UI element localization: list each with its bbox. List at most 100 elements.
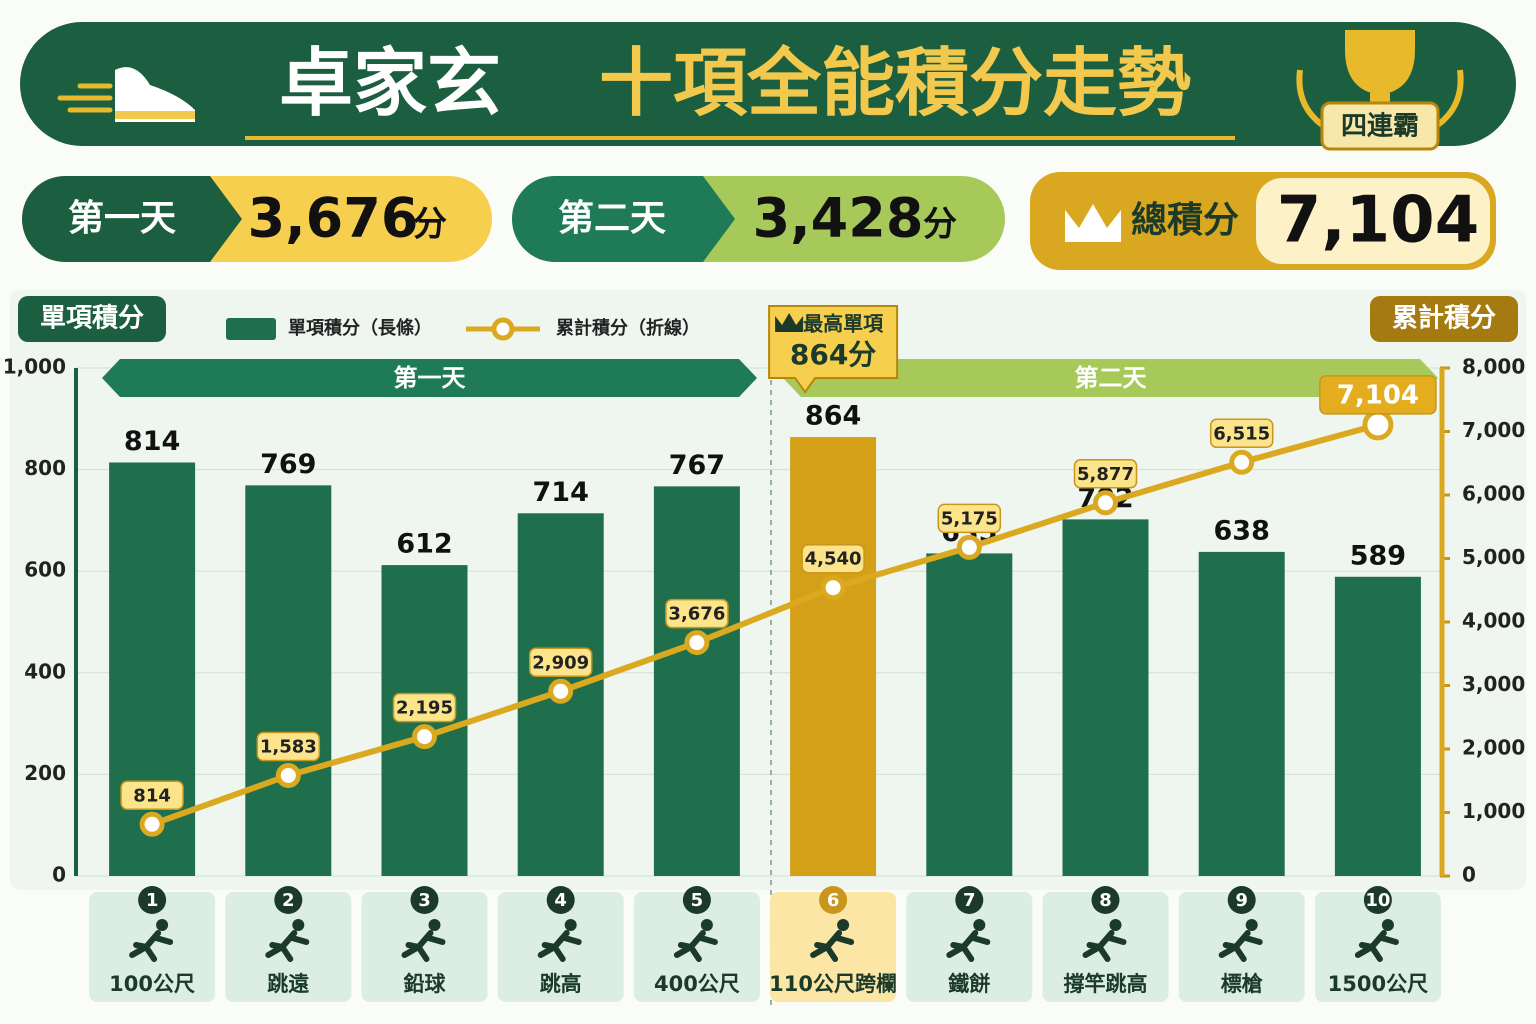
- bar-value-label: 612: [396, 529, 452, 560]
- athlete-head: [973, 919, 986, 931]
- y2-tick-label: 3,000: [1462, 672, 1525, 696]
- line-value-label: 3,676: [668, 604, 725, 625]
- header-bar: [20, 22, 1516, 146]
- x-tick-label: 跳高: [540, 972, 582, 996]
- y2-tick-label: 2,000: [1462, 736, 1525, 760]
- x-tick-label: 撐竿跳高: [1064, 972, 1148, 996]
- x-tick-label: 400公尺: [654, 972, 740, 996]
- header-name: 卓家玄: [279, 41, 501, 127]
- event-number-badge: [138, 886, 167, 914]
- event-number: 1: [146, 890, 159, 911]
- legend-swatch: [226, 318, 276, 340]
- athlete-icon: [946, 919, 991, 962]
- summary-day1: [22, 176, 492, 262]
- athlete-head: [292, 919, 305, 931]
- annotation-title: 最高單項: [803, 312, 884, 336]
- y-tick-label: 400: [24, 659, 66, 683]
- athlete-head: [1109, 919, 1122, 931]
- line-point: [820, 575, 846, 601]
- bar-value-label: 589: [1350, 540, 1406, 571]
- athlete-icon: [537, 919, 582, 962]
- line-label-box: [120, 780, 184, 811]
- line-label-box: [1319, 375, 1437, 415]
- summary-value: 3,676: [248, 187, 419, 250]
- athlete-body: [265, 930, 310, 962]
- event-number-badge: [955, 886, 984, 914]
- athlete-body: [129, 930, 174, 962]
- y-tick-label: 200: [24, 761, 66, 785]
- trophy-icon: [1296, 30, 1464, 151]
- athlete-head: [156, 919, 169, 931]
- event-number: 9: [1235, 890, 1248, 911]
- day-band: [783, 359, 1438, 397]
- bar-value-label: 769: [260, 449, 316, 480]
- day-band-label: 第二天: [1075, 364, 1147, 392]
- athlete-icon: [265, 919, 310, 962]
- cumulative-line: [151, 422, 1379, 828]
- athlete-icon: [810, 919, 855, 962]
- line-value-label: 6,515: [1213, 423, 1270, 444]
- line-point: [275, 762, 301, 788]
- line-value-label: 5,175: [941, 508, 998, 529]
- event-tile: [906, 892, 1033, 1002]
- event-tile: [497, 892, 624, 1002]
- bar: [653, 486, 740, 876]
- y2-tick-label: 1,000: [1462, 799, 1525, 823]
- athlete-body: [1354, 930, 1399, 962]
- event-number-badge: [274, 886, 303, 914]
- y2-tick-label: 7,000: [1462, 418, 1525, 442]
- line-point: [412, 724, 437, 750]
- event-number-badge: [1227, 886, 1256, 914]
- athlete-body: [537, 930, 582, 962]
- summary-unit: 分: [923, 205, 957, 245]
- line-point: [956, 534, 982, 560]
- line-point: [1362, 409, 1394, 441]
- day-band: [102, 359, 757, 397]
- athlete-head: [428, 919, 441, 931]
- y-tick-label: 600: [24, 558, 66, 582]
- event-number: 4: [554, 890, 567, 911]
- line-label-box: [256, 731, 321, 762]
- event-number: 2: [282, 890, 295, 911]
- crown-icon: [775, 313, 804, 332]
- x-tick-label: 鉛球: [404, 972, 447, 996]
- athlete-body: [1082, 930, 1127, 962]
- line-value-label: 4,540: [805, 549, 862, 570]
- athlete-icon: [129, 919, 174, 962]
- event-number: 5: [691, 890, 704, 911]
- bar: [1062, 519, 1149, 876]
- line-point: [548, 678, 574, 704]
- line-point: [139, 811, 165, 837]
- athlete-icon: [1354, 919, 1399, 962]
- line-value-label: 1,583: [260, 736, 317, 757]
- y2-tick-label: 0: [1462, 863, 1476, 887]
- summary-unit: 分: [413, 205, 447, 245]
- line-value-label: 7,104: [1337, 380, 1419, 410]
- athlete-body: [673, 930, 718, 962]
- y-tick-label: 0: [52, 863, 66, 887]
- athlete-body: [401, 930, 446, 962]
- annotation-text: 864分: [790, 338, 876, 371]
- summary-label: 第二天: [558, 198, 666, 239]
- event-number-badge: [1091, 886, 1120, 914]
- header-title: 十項全能積分走勢: [599, 41, 1191, 127]
- athlete-head: [837, 919, 850, 931]
- event-tile: [225, 892, 352, 1002]
- bar: [1334, 576, 1421, 876]
- bar: [790, 437, 877, 876]
- event-number: 7: [963, 890, 976, 911]
- line-label-box: [1073, 459, 1138, 489]
- event-tile: [361, 892, 488, 1002]
- line-label-box: [392, 692, 457, 723]
- line-label-box: [665, 598, 729, 629]
- summary-label: 總積分: [1131, 200, 1239, 241]
- x-tick-label: 鐵餅: [948, 972, 990, 996]
- athlete-icon: [673, 919, 718, 962]
- summary-label: 第一天: [68, 198, 176, 239]
- summary-value: 7,104: [1277, 184, 1479, 258]
- event-tile: [1178, 892, 1305, 1002]
- event-number-badge: [410, 886, 439, 914]
- line-point: [1229, 449, 1255, 475]
